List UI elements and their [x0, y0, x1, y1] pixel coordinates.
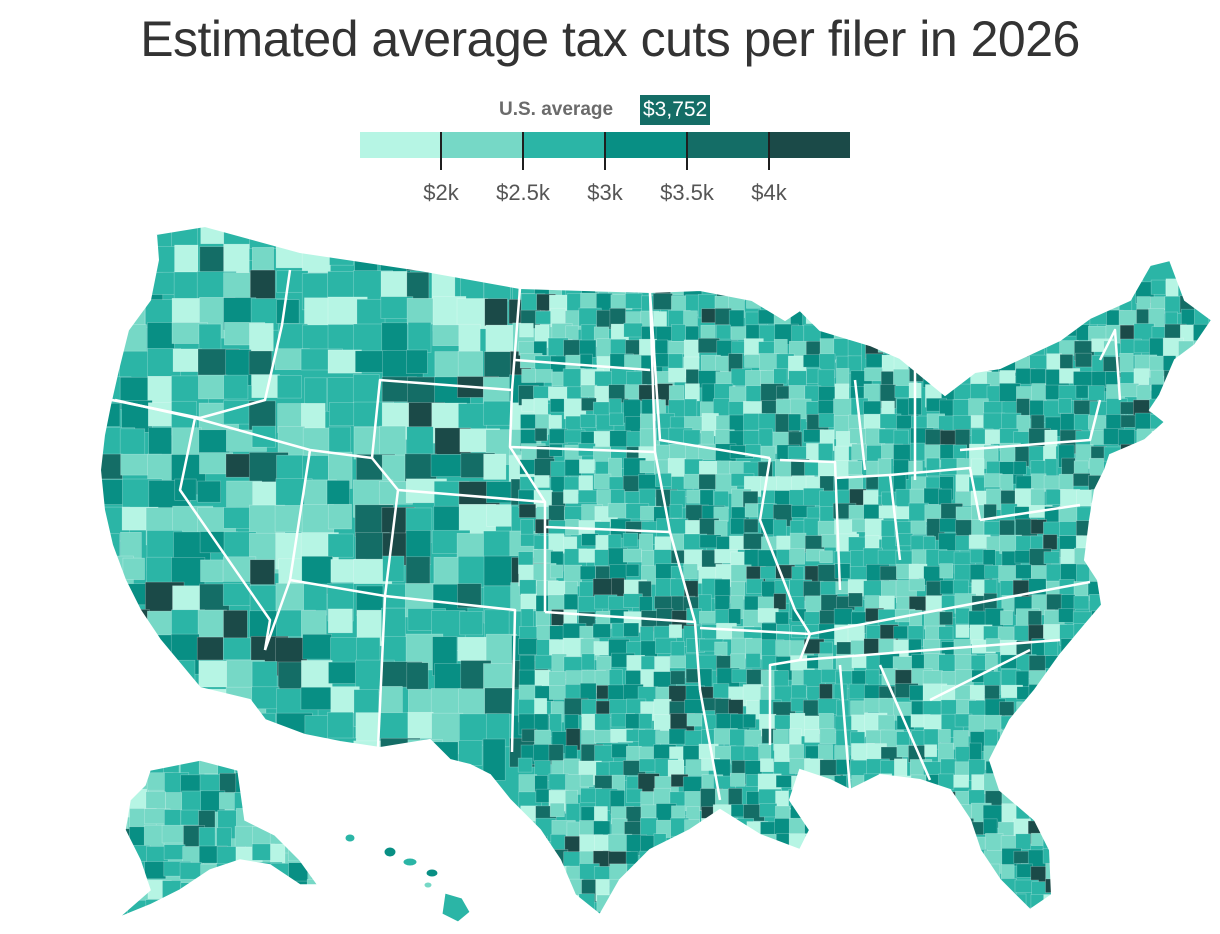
state-borders: [111, 269, 1122, 801]
legend-swatch-1: [360, 132, 442, 158]
county-cells-alaska: [118, 760, 318, 918]
color-legend: [360, 132, 851, 158]
legend-tick-label: $2k: [423, 180, 459, 205]
legend-tick-label: $3.5k: [660, 180, 714, 205]
us-average-label: U.S. average: [499, 99, 614, 120]
us-average-value: $3,752: [640, 95, 711, 125]
legend-tick-2: [522, 132, 524, 170]
legend-swatch-5: [686, 132, 769, 158]
legend-tick-label: $4k: [751, 180, 787, 205]
us-average-indicator: U.S. average $3,752: [360, 95, 850, 125]
legend-tick-4: [686, 132, 688, 170]
legend-swatch-4: [605, 132, 687, 158]
chart-title: Estimated average tax cuts per filer in …: [140, 11, 1080, 67]
legend-swatch-3: [523, 132, 606, 158]
hawaii-islands: [344, 833, 471, 923]
legend-tick-3: [604, 132, 606, 170]
legend-swatch-2: [441, 132, 524, 158]
legend-tick-label: $2.5k: [496, 180, 550, 205]
legend-tick-5: [768, 132, 770, 170]
legend-swatch-6: [768, 132, 851, 158]
legend-tick-1: [440, 132, 442, 170]
legend-tick-label: $3k: [587, 180, 623, 205]
